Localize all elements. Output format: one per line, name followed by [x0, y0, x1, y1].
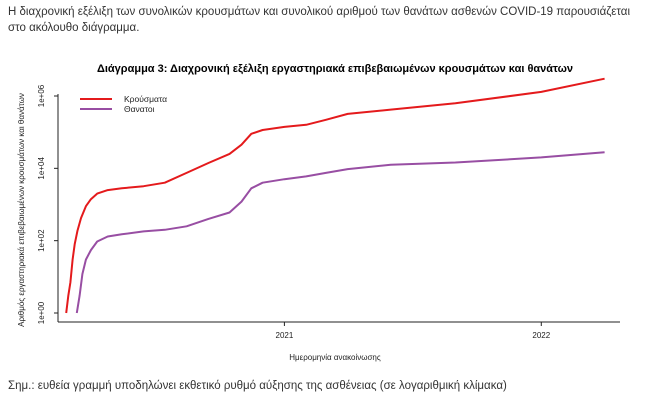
legend-label-cases: Κρούσματα: [124, 94, 167, 104]
y-ticks: 1e+00 1e+02 1e+04 1e+06: [37, 84, 58, 324]
y-tick-label: 1e+04: [37, 157, 46, 180]
y-tick-label: 1e+00: [37, 301, 46, 324]
y-axis-label: Αριθμός εργαστηριακά επιβεβαιωμένων κρου…: [17, 93, 26, 327]
legend: Κρούσματα Θανατοι: [80, 94, 167, 114]
footnote: Σημ.: ευθεία γραμμή υποδηλώνει εκθετικό …: [8, 380, 507, 392]
x-tick-label: 2021: [276, 331, 294, 340]
series-line-deaths: [75, 151, 605, 314]
x-ticks: 2021 2022: [276, 322, 551, 340]
series-lines: [65, 77, 605, 314]
intro-paragraph: Η διαχρονική εξέλιξη των συνολικών κρουσ…: [8, 6, 630, 34]
x-axis-label: Ημερομηνία ανακοίνωσης: [289, 353, 381, 362]
y-tick-label: 1e+06: [37, 84, 46, 107]
x-tick-label: 2022: [532, 331, 550, 340]
y-tick-label: 1e+02: [37, 229, 46, 252]
series-line-cases: [65, 77, 605, 314]
legend-label-deaths: Θανατοι: [124, 104, 155, 114]
chart-title: Διάγραμμα 3: Διαχρονική εξέλιξη εργαστηρ…: [97, 63, 573, 75]
